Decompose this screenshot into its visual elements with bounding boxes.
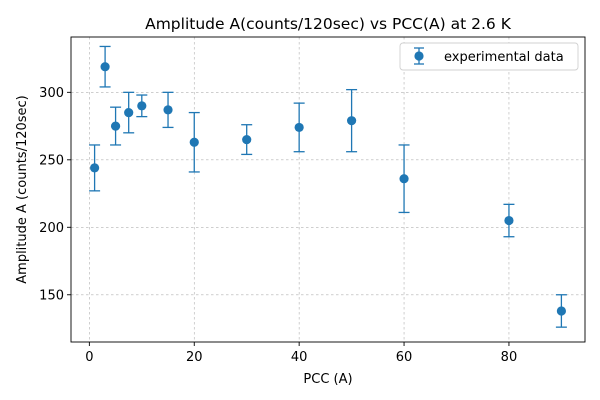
data-point [137, 101, 147, 111]
data-point [90, 163, 100, 173]
x-axis-label: PCC (A) [303, 372, 352, 387]
data-point [100, 62, 110, 72]
x-tick-label: 80 [501, 350, 518, 365]
y-tick-label: 300 [39, 86, 64, 101]
y-tick-label: 150 [39, 288, 64, 303]
x-tick-label: 40 [291, 350, 308, 365]
y-tick-label: 250 [39, 153, 64, 168]
y-tick-label: 200 [39, 221, 64, 236]
data-point [124, 107, 134, 118]
legend-label-experimental-data: experimental data [444, 50, 564, 65]
data-point [347, 116, 357, 126]
data-point [110, 121, 121, 131]
data-point [556, 306, 566, 316]
x-tick-label: 0 [85, 350, 93, 365]
legend-frame [399, 42, 579, 71]
chart-title: Amplitude A(counts/120sec) vs PCC(A) at … [145, 15, 512, 33]
legend-marker [414, 47, 424, 65]
data-point [163, 105, 173, 115]
legend-point [414, 51, 424, 61]
data-point [242, 134, 252, 145]
axis-ticks: 0 20 40 60 80 150 200 250 300 [39, 86, 517, 365]
data-series [89, 45, 567, 328]
y-axis-label: Amplitude A (counts/120sec) [15, 95, 30, 283]
data-point [504, 215, 514, 226]
plot-area-frame [70, 36, 586, 343]
legend: experimental data [399, 42, 579, 71]
data-point [294, 122, 304, 133]
x-tick-label: 20 [186, 350, 203, 365]
x-tick-label: 60 [396, 350, 413, 365]
data-point [189, 137, 199, 147]
data-point [399, 174, 409, 184]
